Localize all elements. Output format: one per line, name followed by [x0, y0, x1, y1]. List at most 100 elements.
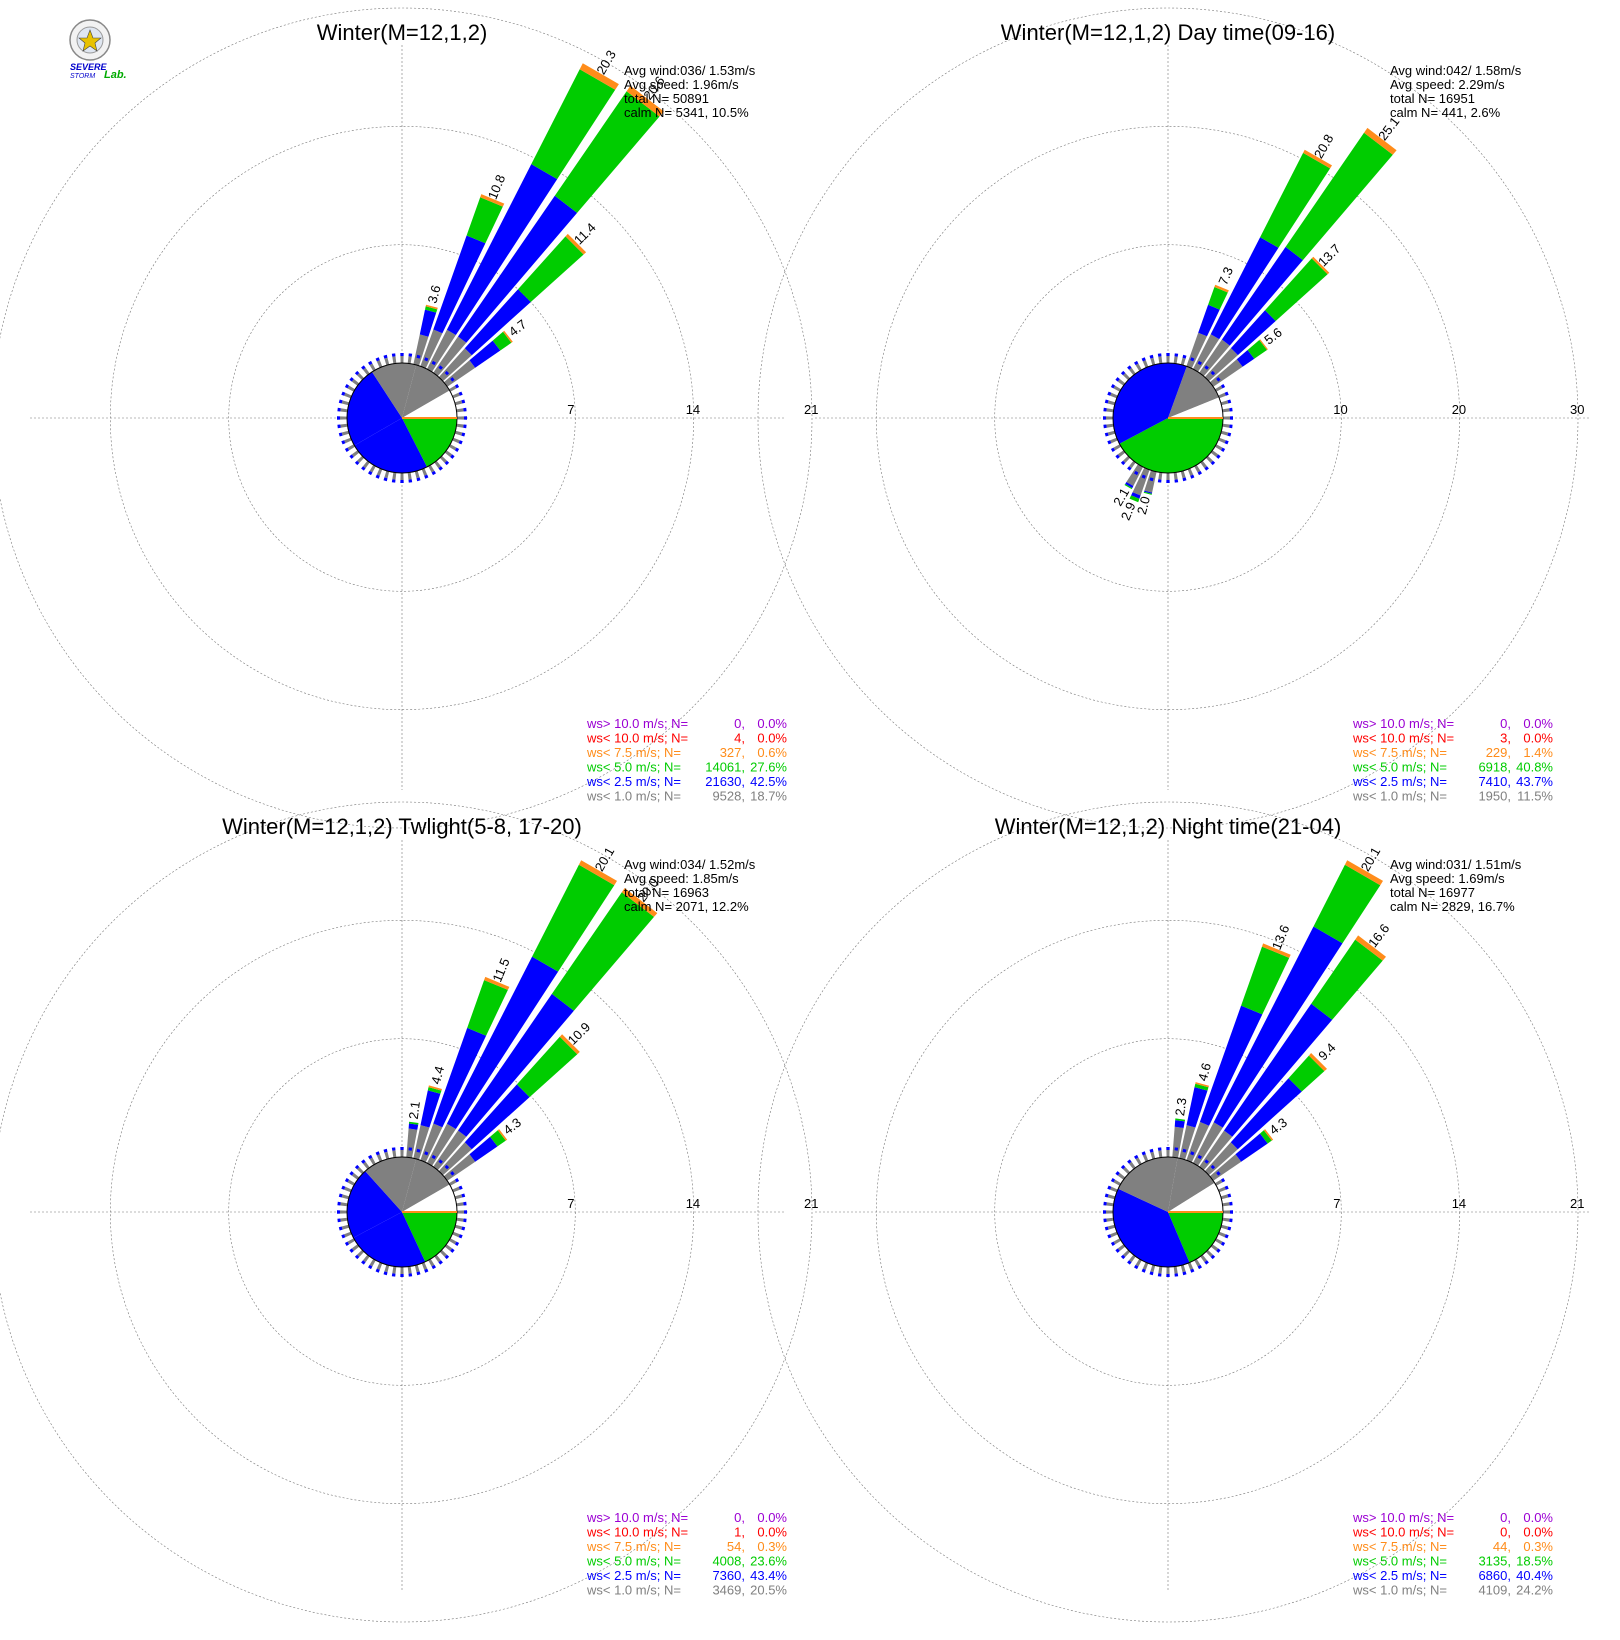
- tick-blue: [1210, 1164, 1216, 1170]
- tick-gray: [376, 468, 383, 476]
- tick-gray: [1223, 1210, 1230, 1214]
- tick-blue: [375, 1151, 380, 1156]
- tick-gray: [357, 373, 365, 381]
- legend-pct: 0.0%: [757, 731, 787, 746]
- inner-sector-5: [365, 1157, 417, 1212]
- legend-label: ws< 10.0 m/s; N=: [586, 731, 688, 746]
- tick-gray: [1166, 1150, 1170, 1157]
- legend-pct: 23.6%: [750, 1554, 787, 1569]
- tick-gray: [452, 392, 460, 399]
- tick-blue: [1224, 440, 1229, 445]
- inner-sector-3: [353, 1212, 426, 1267]
- tick-blue: [1127, 1159, 1132, 1164]
- tick-gray: [400, 356, 404, 363]
- tick-gray: [1107, 400, 1116, 406]
- petal-5-orange: [1308, 1053, 1327, 1072]
- tick-blue: [1216, 1171, 1221, 1176]
- tick-gray: [1180, 1151, 1186, 1160]
- tick-blue: [1157, 353, 1162, 357]
- petal-5-green: [1129, 495, 1140, 503]
- tick-gray: [407, 1150, 412, 1158]
- tick-gray: [1150, 1264, 1156, 1273]
- tick-gray: [452, 437, 460, 444]
- tick-gray: [1222, 1217, 1230, 1222]
- tick-gray: [1214, 1179, 1223, 1186]
- tick-blue: [463, 1201, 467, 1206]
- stat-line: Avg wind:042/ 1.58m/s: [1390, 63, 1522, 78]
- petal-label: 2.1: [406, 1100, 423, 1120]
- tick-blue: [444, 1254, 450, 1260]
- petal-3-blue: [1230, 310, 1276, 356]
- tick-gray: [1129, 1161, 1136, 1170]
- tick-gray: [456, 423, 464, 428]
- tick-gray: [1113, 1238, 1122, 1245]
- tick-blue: [341, 440, 346, 445]
- ring-label: 7: [567, 402, 574, 417]
- tick-blue: [341, 1234, 346, 1239]
- tick-blue: [1216, 454, 1221, 459]
- tick-gray: [369, 1258, 376, 1267]
- tick-gray: [1129, 1254, 1136, 1263]
- petal-5-blue: [1230, 1078, 1302, 1150]
- tick-gray: [340, 1202, 348, 1207]
- tick-blue: [1216, 1248, 1221, 1253]
- tick-blue: [1220, 1241, 1226, 1246]
- tick-blue: [408, 479, 413, 483]
- tick-blue: [1227, 1193, 1232, 1198]
- tick-blue: [1120, 1164, 1126, 1170]
- tick-blue: [338, 399, 343, 404]
- tick-blue: [458, 391, 463, 396]
- tick-blue: [444, 460, 450, 466]
- tick-gray: [1205, 455, 1213, 463]
- tick-blue: [438, 365, 443, 370]
- tick-blue: [1115, 377, 1120, 382]
- tick-blue: [1197, 470, 1202, 476]
- tick-gray: [341, 1194, 350, 1200]
- petal-4-gray: [433, 1130, 467, 1171]
- tick-gray: [1158, 356, 1163, 364]
- legend-count: 3135,: [1478, 1554, 1511, 1569]
- tick-blue: [1229, 424, 1233, 429]
- logo-star: [78, 29, 102, 52]
- petal-label: 2.9: [1118, 500, 1139, 522]
- tick-blue: [1166, 1274, 1170, 1277]
- legend-pct: 0.3%: [1523, 1539, 1553, 1554]
- petal-2-blue: [1199, 1005, 1263, 1126]
- tick-gray: [384, 470, 390, 479]
- tick-blue: [438, 466, 443, 471]
- tick-blue: [416, 477, 421, 482]
- petal-6-blue: [1235, 1133, 1268, 1162]
- stat-line: Avg wind:036/ 1.53m/s: [624, 63, 756, 78]
- tick-gray: [1158, 1266, 1163, 1274]
- petal-4-green: [518, 236, 584, 302]
- petal-2-green: [1285, 132, 1393, 261]
- tick-gray: [1214, 385, 1223, 392]
- tick-blue: [368, 360, 373, 366]
- petal-2-green: [1241, 946, 1290, 1015]
- petal-0-blue: [408, 1123, 419, 1130]
- tick-gray: [1117, 379, 1126, 386]
- ring-14: [109, 919, 695, 1505]
- ring-7: [228, 244, 576, 592]
- tick-gray: [454, 1224, 463, 1230]
- petal-2-orange: [1364, 127, 1397, 155]
- stat-line: total N= 16977: [1390, 885, 1475, 900]
- tick-blue: [1107, 1185, 1112, 1190]
- petal-4-orange: [1355, 935, 1386, 961]
- tick-gray: [1214, 444, 1223, 451]
- tick-gray: [357, 455, 365, 463]
- tick-gray: [384, 1151, 390, 1160]
- tick-gray: [1200, 1254, 1207, 1263]
- tick-gray: [1218, 437, 1226, 444]
- tick-gray: [369, 464, 376, 473]
- tick-gray: [414, 470, 420, 479]
- petal-0-orange: [425, 304, 438, 310]
- tick-blue: [1224, 391, 1229, 396]
- tick-blue: [1210, 370, 1216, 376]
- petal-1-green: [1194, 1083, 1209, 1091]
- inner-sector-0: [1168, 1157, 1215, 1212]
- tick-gray: [341, 430, 350, 436]
- tick-blue: [1229, 407, 1233, 412]
- tick-gray: [434, 460, 441, 469]
- legend-pct: 0.0%: [1523, 1525, 1553, 1540]
